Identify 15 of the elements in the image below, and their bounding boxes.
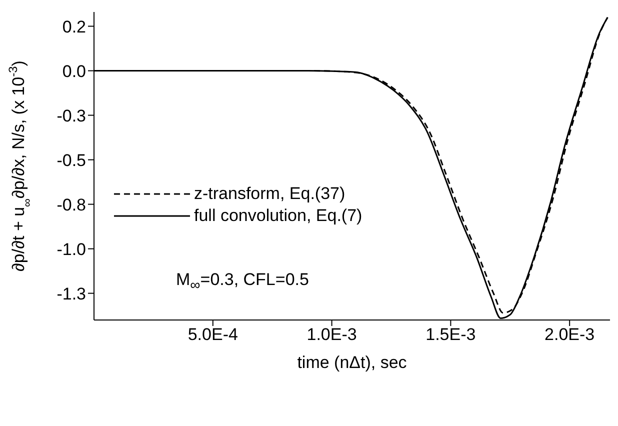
x-tick-label: 5.0E-4 xyxy=(188,325,238,344)
y-tick-label: -0.8 xyxy=(56,195,86,214)
y-tick-label: -0.3 xyxy=(56,106,86,126)
x-axis-title: time (nΔt), sec xyxy=(297,353,408,372)
y-tick-label: 0.2 xyxy=(62,17,86,36)
y-tick-label: 0.0 xyxy=(62,62,86,81)
legend-label: z-transform, Eq.(37) xyxy=(194,183,346,205)
x-tick-label: 2.0E-3 xyxy=(544,325,595,344)
x-tick-label: 1.0E-3 xyxy=(306,325,357,344)
legend-label: full convolution, Eq.(7) xyxy=(194,205,362,227)
y-tick-label: -1.0 xyxy=(56,240,86,259)
y-tick-label: -1.3 xyxy=(56,284,86,304)
y-tick-label: -0.5 xyxy=(56,150,86,170)
annotation: M$_{∞}$=0.3, CFL=0.5 xyxy=(176,270,309,294)
x-tick-label: 1.5E-3 xyxy=(426,325,476,344)
